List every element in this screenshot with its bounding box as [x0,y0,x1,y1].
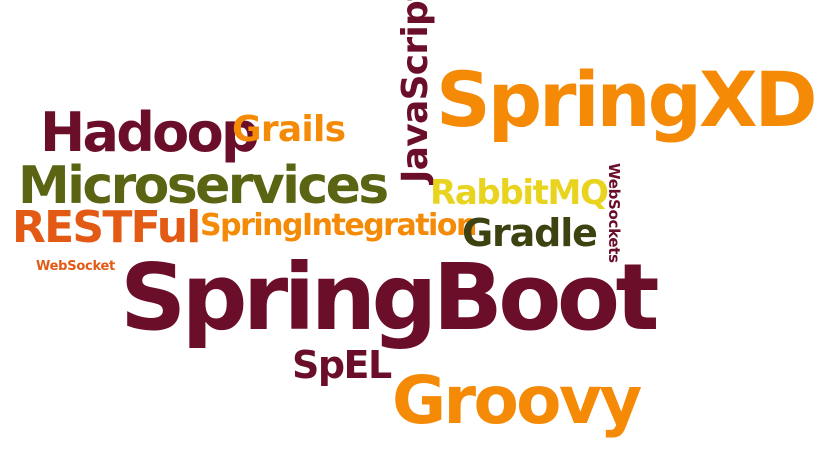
word-hadoop: Hadoop [40,101,260,164]
word-microservices: Microservices [18,156,389,216]
word-gradle: Gradle [462,211,598,255]
word-restful: RESTFul [12,202,201,253]
word-websocket: WebSocket [36,259,115,274]
word-javascript: JavaScript [395,0,436,183]
word-rabbitmq: RabbitMQ [430,173,609,213]
word-springxd: SpringXD [436,55,818,144]
word-spel: SpEL [292,343,392,387]
word-springintegration: SpringIntegration [200,208,477,243]
word-groovy: Groovy [392,362,642,439]
word-grails: Grails [232,109,346,150]
word-springboot: SpringBoot [120,244,659,351]
